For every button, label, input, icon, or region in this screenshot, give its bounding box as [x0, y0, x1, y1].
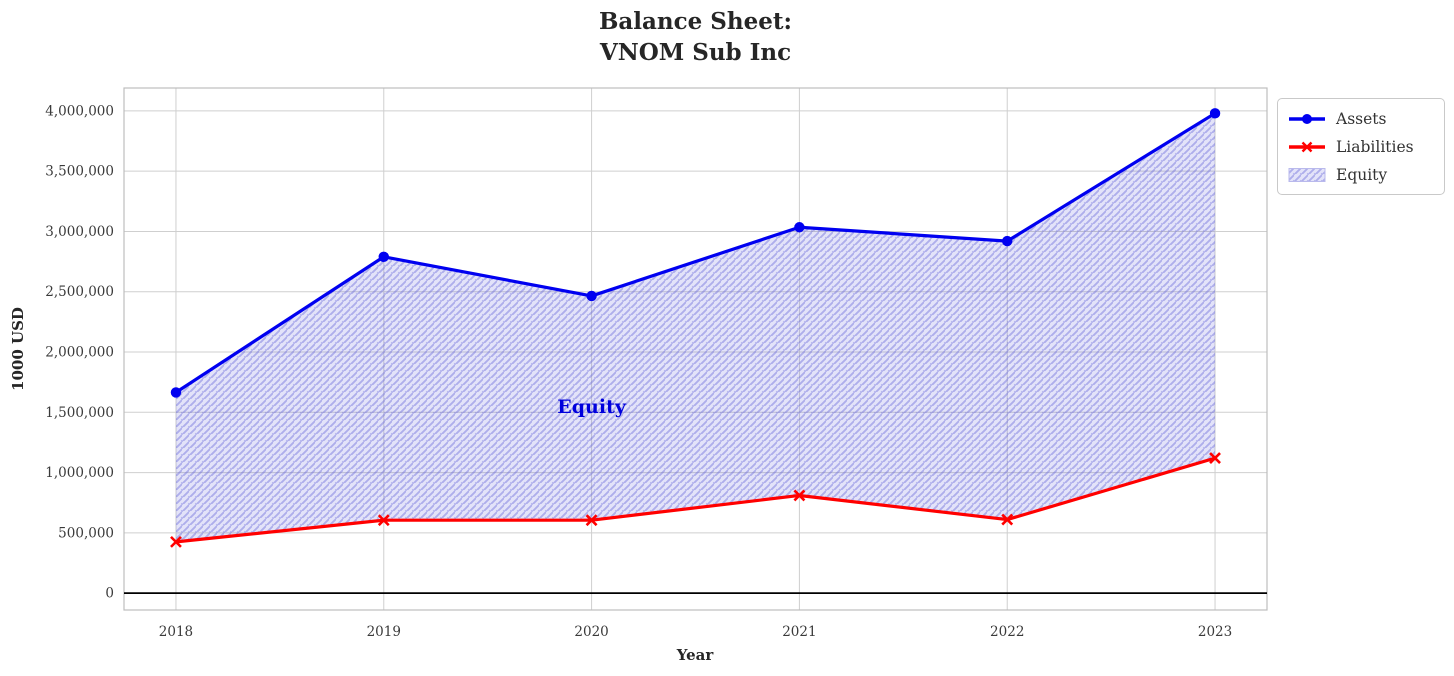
equity-area	[175, 113, 1216, 542]
x-tick-2019: 2019	[367, 624, 401, 640]
assets-marker-2023	[1209, 108, 1221, 119]
assets-line	[175, 111, 1216, 394]
y-tick-500000: 500,000	[58, 525, 114, 541]
y-tick-0: 0	[105, 586, 114, 602]
assets-marker-2021	[794, 222, 805, 233]
liabilities-marker-2019	[377, 514, 390, 527]
plot-border	[123, 87, 1268, 611]
assets-marker-2022	[1002, 235, 1013, 247]
legend-item-equity: Equity	[1287, 162, 1434, 187]
y-tick-1500000: 1,500,000	[45, 405, 114, 421]
chart-title-line2: VNOM Sub Inc	[599, 39, 792, 66]
assets-marker-2019	[378, 251, 389, 262]
legend-item-assets: Assets	[1287, 106, 1434, 131]
assets-marker-2018	[170, 387, 182, 398]
liabilities-line	[175, 456, 1216, 544]
y-tick-3500000: 3,500,000	[45, 164, 114, 180]
equity-hatch-patch-icon	[1288, 167, 1326, 182]
x-tick-2018: 2018	[159, 624, 193, 640]
liabilities-marker-2020	[585, 514, 598, 527]
y-tick-3000000: 3,000,000	[45, 224, 114, 240]
liabilities-marker-2018	[170, 535, 182, 548]
tick-label-layer: 0 500,000 1,000,000 1,500,000 2,000,000 2,500…	[45, 103, 1232, 640]
equity-annotation: Equity	[557, 396, 626, 419]
legend: Assets Liabilities Equity	[1277, 98, 1445, 195]
x-tick-2023: 2023	[1198, 624, 1232, 640]
legend-label-equity: Equity	[1336, 165, 1388, 184]
x-tick-2022: 2022	[990, 624, 1024, 640]
series-layer	[124, 108, 1267, 595]
chart-title: Balance Sheet: VNOM Sub Inc	[124, 6, 1267, 68]
y-axis-label: 1000 USD	[9, 307, 27, 391]
liabilities-line-x-icon	[1289, 141, 1325, 152]
equity-area-layer	[175, 113, 1216, 542]
y-tick-2500000: 2,500,000	[45, 284, 114, 300]
chart-title-line1: Balance Sheet:	[598, 8, 793, 35]
assets-marker-2020	[586, 290, 597, 302]
assets-line-circle-icon	[1289, 113, 1325, 124]
y-tick-4000000: 4,000,000	[45, 103, 114, 119]
liabilities-marker-2023	[1209, 452, 1221, 465]
liabilities-marker-2021	[793, 489, 806, 502]
y-tick-2000000: 2,000,000	[45, 345, 114, 361]
x-tick-2020: 2020	[574, 624, 608, 640]
legend-label-assets: Assets	[1336, 109, 1387, 128]
legend-item-liabilities: Liabilities	[1287, 134, 1434, 159]
liabilities-marker-2022	[1001, 513, 1014, 526]
x-axis-label: Year	[676, 646, 714, 664]
legend-label-liabilities: Liabilities	[1336, 137, 1414, 156]
y-tick-1000000: 1,000,000	[45, 465, 114, 481]
x-tick-2021: 2021	[782, 624, 816, 640]
